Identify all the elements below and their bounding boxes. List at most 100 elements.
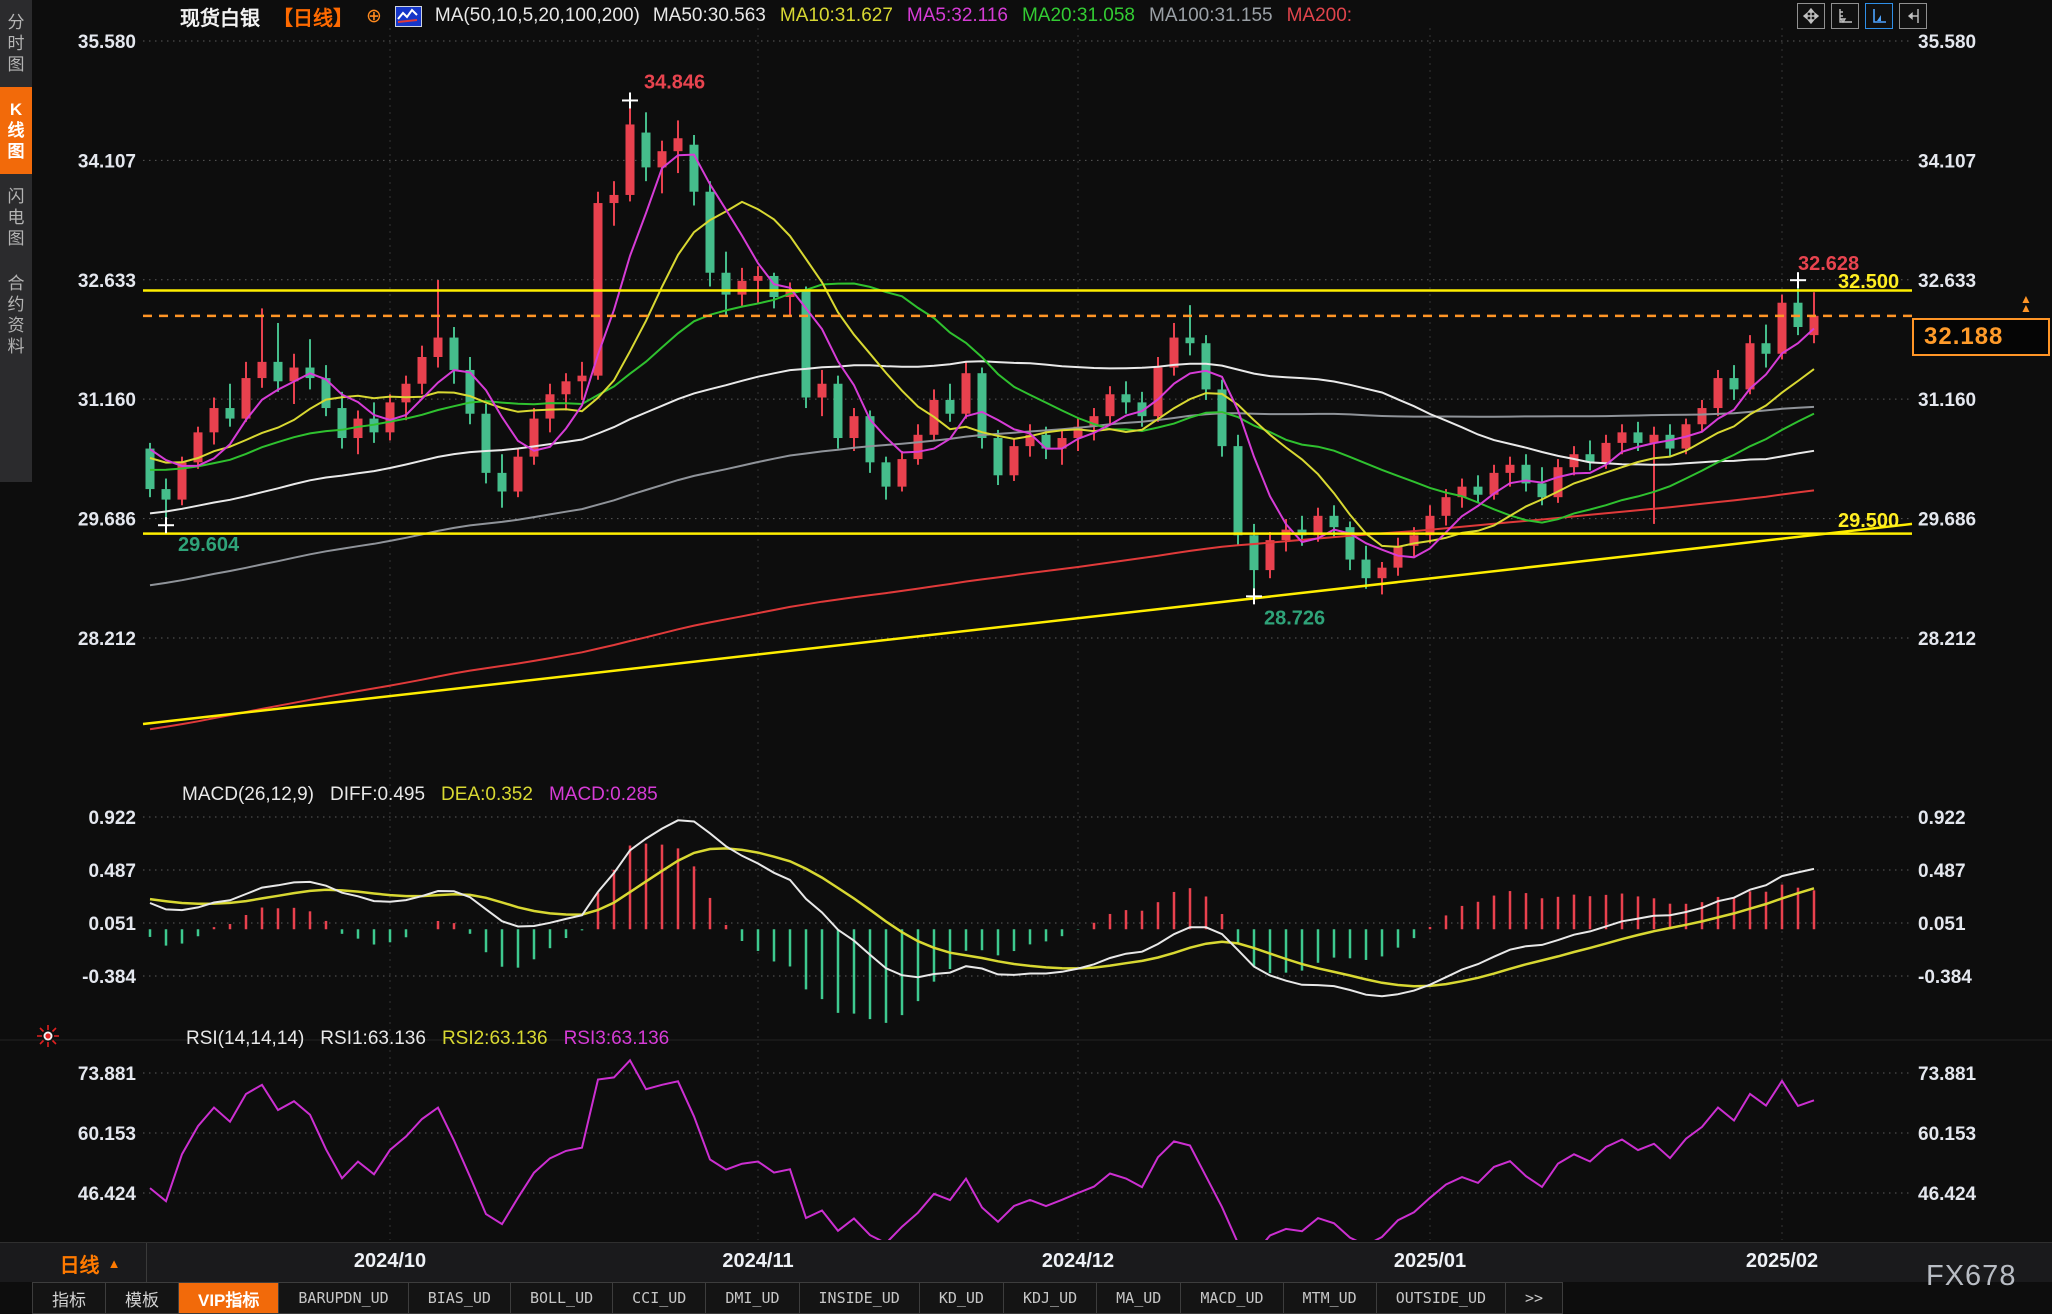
svg-text:28.726: 28.726: [1264, 607, 1325, 629]
rsi-values: RSI1:63.136 RSI2:63.136 RSI3:63.136: [320, 1028, 669, 1050]
indicator-tab[interactable]: DMI_UD: [706, 1282, 800, 1314]
svg-text:60.153: 60.153: [1918, 1124, 1976, 1145]
svg-text:0.922: 0.922: [1918, 808, 1966, 829]
symbol-name: 现货白银: [180, 7, 260, 30]
axis-scale-active-icon[interactable]: [1865, 3, 1893, 29]
price-panel: [145, 100, 1819, 731]
rsi-value: RSI3:63.136: [563, 1028, 670, 1049]
svg-text:29.686: 29.686: [78, 510, 136, 531]
more-indicators-button[interactable]: >>: [1506, 1282, 1564, 1314]
svg-text:73.881: 73.881: [1918, 1064, 1977, 1085]
alert-icon[interactable]: [36, 1024, 60, 1048]
svg-text:28.212: 28.212: [1918, 629, 1976, 650]
month-label: 2024/11: [722, 1250, 794, 1272]
axis-labels: 35.580 35.580 34.107 34.107 32.633 32.633 31.1…: [78, 32, 1977, 1205]
date-axis-strip: 日线 ▲ 2024/10 2024/11 2024/12 2025/01 2025/02: [0, 1242, 2052, 1283]
indicator-tab[interactable]: 指标: [32, 1282, 106, 1314]
pan-tool-icon[interactable]: [1797, 3, 1825, 29]
indicator-tab[interactable]: BIAS_UD: [408, 1282, 511, 1314]
sidebar-item-minute-chart[interactable]: 分时图: [7, 13, 25, 74]
svg-text:32.628: 32.628: [1798, 253, 1859, 275]
svg-text:32.633: 32.633: [78, 271, 136, 292]
indicator-tab[interactable]: MTM_UD: [1283, 1282, 1377, 1314]
gridlines: [0, 28, 2052, 1240]
svg-text:32.500: 32.500: [1838, 271, 1899, 293]
month-label: 2025/01: [1393, 1250, 1467, 1272]
macd-header: MACD(26,12,9) DIFF:0.495 DEA:0.352 MACD:0.…: [182, 784, 658, 806]
macd-value: MACD:0.285: [548, 784, 658, 805]
month-label: 2024/12: [1041, 1250, 1115, 1272]
month-label: 2025/02: [1745, 1250, 1819, 1272]
svg-text:60.153: 60.153: [78, 1124, 136, 1145]
macd-value: DEA:0.352: [441, 784, 533, 805]
period-label: 日线: [59, 1254, 100, 1277]
macd-value: DIFF:0.495: [330, 784, 426, 805]
indicator-tab[interactable]: MACD_UD: [1181, 1282, 1284, 1314]
svg-text:73.881: 73.881: [78, 1064, 137, 1085]
watermark: FX678: [1926, 1260, 2017, 1292]
svg-text:29.500: 29.500: [1838, 510, 1899, 532]
circle-plus-icon[interactable]: ⊕: [366, 5, 382, 27]
indicator-tab[interactable]: OUTSIDE_UD: [1376, 1282, 1507, 1314]
rsi-panel: [149, 1058, 1815, 1240]
rsi-value: RSI1:63.136: [320, 1028, 426, 1049]
right-axis-icon[interactable]: [1899, 3, 1927, 29]
chart-header: 现货白银 【日线】 ⊕ MA(50,10,5,20,100,200) MA50:…: [180, 2, 1352, 30]
svg-text:0.487: 0.487: [88, 861, 136, 882]
ma-value: MA200:: [1286, 5, 1353, 26]
ma-value: MA20:31.058: [1021, 5, 1135, 26]
sidebar-item-contract-info[interactable]: 合约资料: [7, 274, 25, 356]
kline-style-icon[interactable]: [394, 5, 422, 27]
indicator-toolbar: 指标 模板 VIP指标 BARUPDN_UD BIAS_UD BOLL_UD CCI_UD D…: [32, 1282, 1564, 1314]
ma-value: MA5:32.116: [906, 5, 1008, 26]
ma-value: MA10:31.627: [779, 5, 893, 26]
indicator-tab[interactable]: MA_UD: [1097, 1282, 1182, 1314]
current-price-value: 32.188: [1924, 323, 2004, 350]
svg-text:46.424: 46.424: [78, 1184, 137, 1205]
svg-text:32.633: 32.633: [1918, 271, 1976, 292]
period-tag: 【日线】: [273, 7, 353, 30]
rsi-value: RSI2:63.136: [441, 1028, 548, 1049]
chart-toolbar: [1797, 3, 1927, 29]
svg-text:0.051: 0.051: [88, 914, 136, 935]
svg-text:46.424: 46.424: [1918, 1184, 1977, 1205]
period-selector-button[interactable]: 日线 ▲: [34, 1243, 147, 1283]
indicator-tab[interactable]: VIP指标: [179, 1282, 280, 1314]
svg-text:0.487: 0.487: [1918, 861, 1966, 882]
ma-value: MA100:31.155: [1149, 5, 1273, 26]
indicator-tab[interactable]: INSIDE_UD: [799, 1282, 920, 1314]
indicator-tab[interactable]: BARUPDN_UD: [279, 1282, 409, 1314]
indicator-tab[interactable]: KD_UD: [919, 1282, 1004, 1314]
current-price-box: 32.188: [1912, 318, 2050, 356]
indicator-tab[interactable]: CCI_UD: [613, 1282, 707, 1314]
rsi-title: RSI(14,14,14): [186, 1028, 305, 1049]
svg-text:35.580: 35.580: [1918, 32, 1976, 53]
axis-scale-icon[interactable]: [1831, 3, 1859, 29]
svg-text:34.846: 34.846: [644, 71, 705, 93]
svg-text:0.922: 0.922: [88, 808, 136, 829]
ma-value: MA50:30.563: [652, 5, 766, 26]
svg-text:28.212: 28.212: [78, 629, 136, 650]
caret-up-icon: ▲: [107, 1255, 121, 1271]
annotations: [158, 92, 1806, 605]
svg-text:31.160: 31.160: [78, 390, 136, 411]
indicator-tab[interactable]: 模板: [106, 1282, 179, 1314]
month-label: 2024/10: [353, 1250, 427, 1272]
indicator-tab[interactable]: KDJ_UD: [1003, 1282, 1098, 1314]
svg-text:35.580: 35.580: [78, 32, 136, 53]
indicator-tab[interactable]: BOLL_UD: [510, 1282, 614, 1314]
macd-title: MACD(26,12,9): [182, 784, 314, 805]
svg-text:0.051: 0.051: [1918, 914, 1966, 935]
svg-text:-0.384: -0.384: [1918, 967, 1972, 988]
svg-text:34.107: 34.107: [1918, 151, 1976, 172]
sidebar-item-flash-chart[interactable]: 闪电图: [7, 187, 25, 248]
svg-text:31.160: 31.160: [1918, 390, 1976, 411]
macd-values: DIFF:0.495 DEA:0.352 MACD:0.285: [330, 784, 658, 806]
price-panel-overlays: [142, 289, 1913, 726]
macd-panel: [148, 819, 1816, 1023]
ma-settings-label: MA(50,10,5,20,100,200): [434, 5, 640, 26]
